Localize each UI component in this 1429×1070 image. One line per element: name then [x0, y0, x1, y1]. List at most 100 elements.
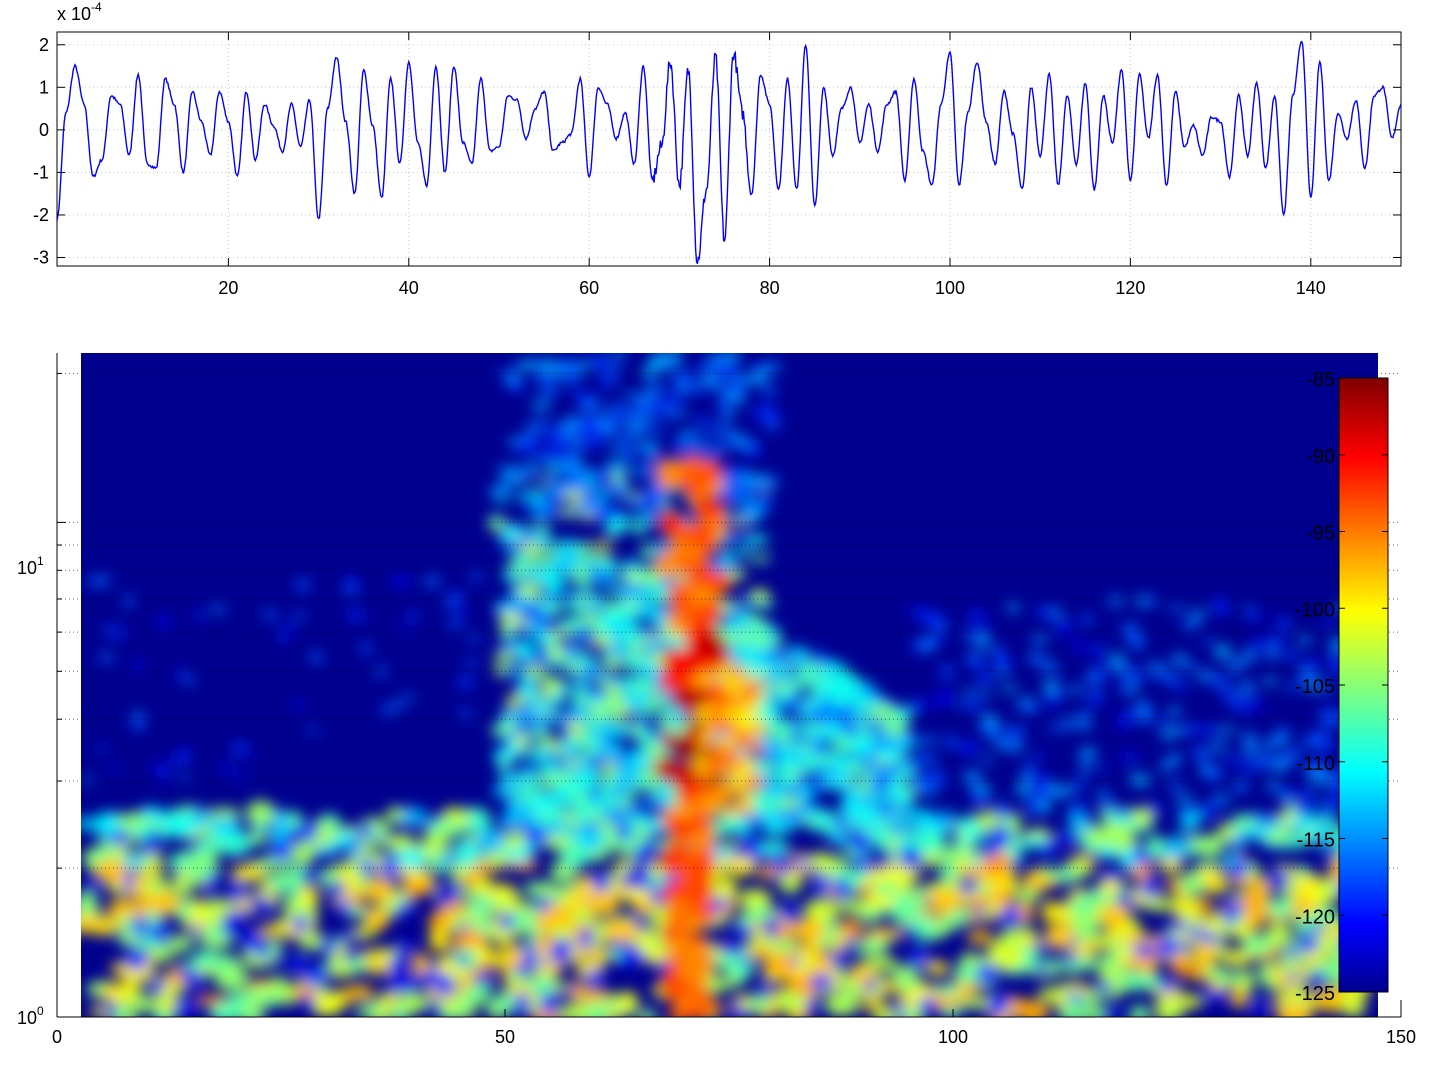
- spectrogram-cell: [524, 665, 536, 676]
- spectrogram-cell: [765, 952, 800, 976]
- spectrogram-cell: [206, 871, 217, 894]
- spectrogram-cell: [1175, 796, 1195, 804]
- spectrogram-cell: [507, 831, 528, 843]
- spectrogram-cell: [1088, 687, 1103, 696]
- spectrogram-cell: [466, 896, 496, 913]
- spectrogram-cell: [233, 742, 245, 755]
- spectrogram-cell: [1057, 833, 1079, 846]
- spectrogram-cell: [1249, 638, 1268, 648]
- spectrogram-cell: [804, 997, 819, 1012]
- spectrogram-cell: [427, 1001, 443, 1012]
- spectrogram-cell: [1225, 691, 1241, 706]
- spectrogram-cell: [513, 734, 529, 749]
- spectrogram-cell: [811, 710, 836, 725]
- spectrogram-cell: [633, 844, 650, 858]
- y-tick-label: 0: [39, 120, 49, 140]
- spectrogram-cell: [690, 585, 710, 603]
- spectrogram-cell: [883, 721, 908, 736]
- spectrogram-cell: [412, 953, 430, 977]
- spectrogram-cell: [540, 991, 558, 1016]
- spectrogram-cell: [1065, 992, 1085, 1002]
- spectrogram-cell: [600, 614, 619, 623]
- spectrogram-cell: [263, 610, 278, 619]
- spectrogram-cell: [798, 805, 812, 817]
- spectrogram-cell: [458, 675, 473, 688]
- spectrogram-cell: [606, 674, 620, 684]
- spectrogram-cell: [904, 809, 935, 821]
- spectrogram-cell: [832, 813, 847, 831]
- spectrogram-cell: [82, 776, 93, 784]
- spectrogram-cell: [535, 814, 559, 826]
- spectrogram-cell: [1127, 972, 1163, 989]
- spectrogram-cell: [717, 600, 738, 610]
- spectrogram-cell: [223, 995, 252, 1007]
- spectrogram-cell: [999, 928, 1023, 952]
- spectrogram-cell: [525, 420, 546, 427]
- spectrogram-cell: [1165, 673, 1179, 685]
- spectrogram-cell: [1319, 708, 1338, 723]
- spectrogram-cell: [726, 848, 745, 859]
- spectrogram-cell: [388, 702, 403, 711]
- spectrogram-cell: [1159, 858, 1183, 873]
- spectrogram-cell: [1050, 608, 1064, 620]
- spectrogram-cell: [749, 632, 774, 644]
- spectrogram-cell: [968, 610, 985, 623]
- spectrogram-cell: [744, 995, 772, 1013]
- spectrogram-cell: [1101, 803, 1121, 812]
- spectrogram-cell: [608, 486, 628, 494]
- spectrogram-cell: [529, 976, 557, 997]
- spectrogram-cell: [1031, 705, 1042, 713]
- spectrogram-cell: [662, 844, 682, 868]
- spectrogram-cell: [1065, 686, 1084, 695]
- spectrogram-cell: [456, 954, 470, 966]
- spectrogram-cell: [320, 938, 332, 957]
- spectrogram-cell: [1033, 789, 1053, 799]
- spectrogram-cell: [726, 393, 746, 405]
- spectrogram-cell: [716, 738, 731, 756]
- spectrogram-cell: [696, 633, 715, 650]
- spectrogram-cell: [517, 595, 533, 605]
- spectrogram-cell: [991, 645, 1004, 658]
- spectrogram-cell: [1158, 979, 1175, 994]
- spectrogram-cell: [131, 712, 146, 724]
- spectrogram-cell: [1041, 900, 1061, 924]
- x-tick-label: 40: [399, 278, 419, 298]
- spectrogram-cell: [150, 979, 167, 994]
- spectrogram-cell: [833, 877, 852, 900]
- spectrogram-cell: [1084, 671, 1104, 684]
- spectrogram-cell: [265, 872, 301, 883]
- spectrogram-cell: [807, 808, 832, 817]
- spectrogram-cell: [979, 724, 996, 734]
- spectrogram-cell: [762, 915, 780, 939]
- spectrogram-cell: [580, 821, 601, 836]
- spectrogram-cell: [637, 413, 655, 421]
- spectrogram-cell: [1014, 888, 1042, 903]
- spectrogram-cell: [522, 943, 538, 966]
- spectrogram-cell: [975, 634, 990, 649]
- spectrogram-cell: [633, 522, 645, 536]
- spectrogram-cell: [1168, 706, 1181, 717]
- spectrogram-cell: [428, 937, 453, 952]
- spectrogram-image: [81, 353, 1378, 1017]
- spectrogram-cell: [666, 817, 692, 838]
- spectrogram-cell: [1134, 701, 1152, 713]
- spectrogram-cell: [788, 693, 802, 710]
- spectrogram-cell: [760, 479, 780, 488]
- spectrogram-cell: [1129, 636, 1145, 650]
- colorbar-tick-label: -125: [1295, 983, 1335, 1005]
- waveform-grid: [57, 32, 1401, 266]
- spectrogram-cell: [649, 426, 667, 434]
- spectrogram-cell: [1243, 741, 1258, 756]
- spectrogram-cell: [133, 659, 143, 671]
- spectrogram-cell: [242, 750, 253, 757]
- spectrogram-cell: [587, 355, 611, 365]
- spectrogram-cell: [547, 462, 559, 475]
- spectrogram-cell: [1112, 811, 1132, 819]
- spectrogram-cell: [1179, 724, 1199, 734]
- spectrogram-cell: [780, 903, 798, 924]
- spectrogram-cell: [736, 789, 752, 805]
- spectrogram-cell: [347, 837, 361, 852]
- spectrogram-cell: [445, 601, 456, 609]
- spectrogram-cell: [787, 976, 816, 995]
- spectrogram-cell: [543, 492, 566, 503]
